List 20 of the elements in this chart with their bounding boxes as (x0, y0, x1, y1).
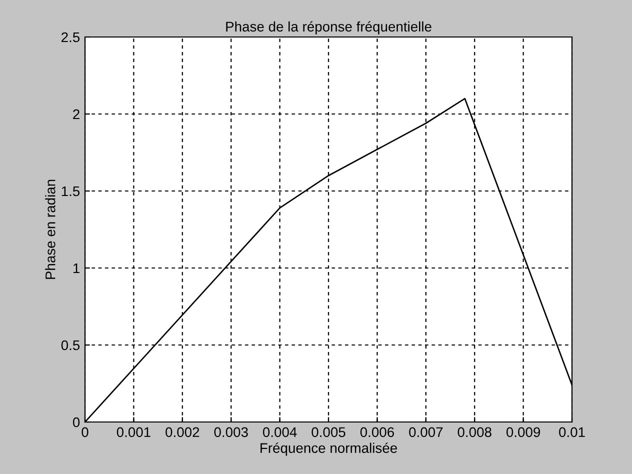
x-tick-label: 0.008 (458, 427, 492, 438)
y-tick-label: 2 (73, 109, 80, 120)
x-tick-label: 0.01 (559, 427, 585, 438)
x-tick-label: 0.002 (166, 427, 200, 438)
x-tick-label: 0.001 (116, 427, 150, 438)
x-tick-label: 0.007 (409, 427, 443, 438)
y-tick-label: 2.5 (62, 32, 80, 42)
x-tick-label: 0.009 (506, 427, 540, 438)
y-tick-label: 0 (72, 417, 80, 428)
y-tick-label: 1.5 (62, 186, 80, 196)
x-axis-title: Fréquence normalisée (260, 442, 397, 456)
y-tick-label: 1 (73, 263, 80, 274)
y-tick-label: 0.5 (61, 340, 80, 350)
chart-title: Phase de la réponse fréquentielle (226, 21, 432, 34)
x-tick-label: 0.003 (214, 427, 248, 438)
x-tick-label: 0.004 (262, 427, 297, 438)
x-tick-label: 0.005 (312, 427, 346, 438)
y-axis-title: Phase en radian (45, 180, 56, 279)
x-tick-label: 0 (82, 427, 88, 438)
x-tick-label: 0.006 (360, 427, 394, 438)
